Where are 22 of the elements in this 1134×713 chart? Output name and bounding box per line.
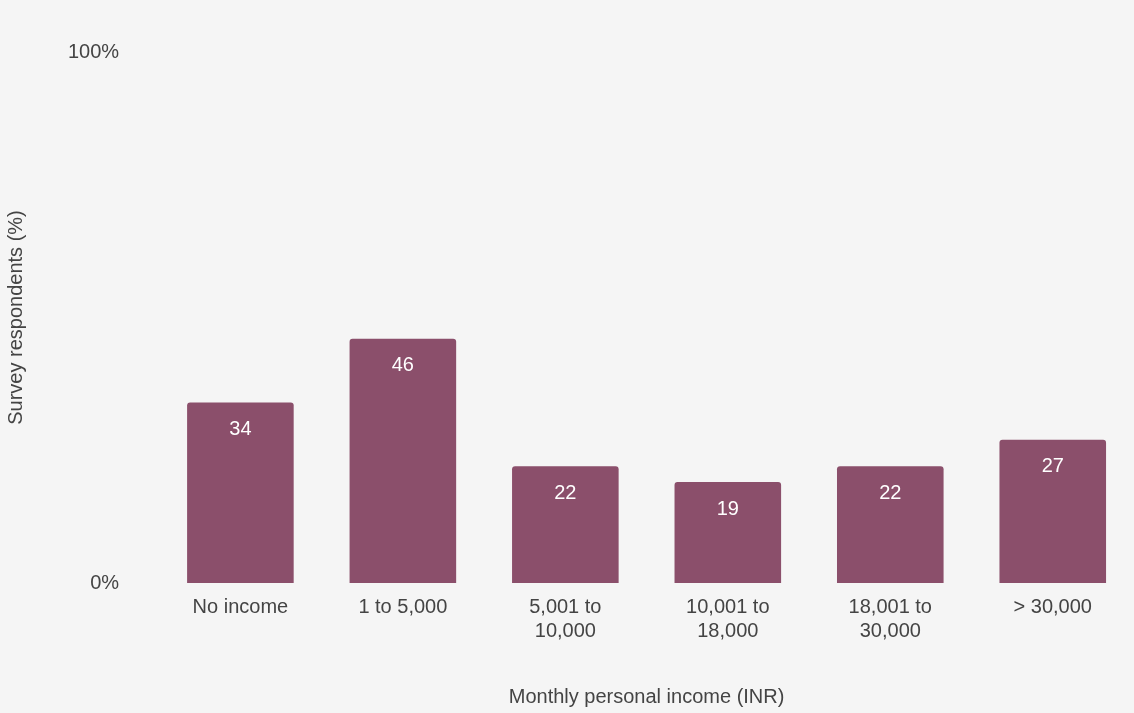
bar [837, 466, 944, 583]
y-axis-title: Survey respondents (%) [3, 210, 26, 425]
x-tick-label: > 30,000 [1013, 594, 1092, 617]
x-tick-label: 18,001 to 30,000 [848, 594, 932, 641]
x-axis-title: Monthly personal income (INR) [508, 684, 785, 707]
data-label: 22 [879, 480, 902, 503]
y-tick-label: 0% [90, 570, 120, 593]
x-tick-label: 1 to 5,000 [358, 594, 448, 617]
y-tick-label: 100% [68, 39, 120, 62]
bar [187, 402, 294, 583]
x-tick-label: No income [192, 594, 289, 617]
bar [512, 466, 619, 583]
bar [349, 338, 457, 583]
data-label: 19 [716, 496, 739, 519]
data-label: 46 [391, 353, 414, 376]
data-label: 34 [229, 416, 252, 439]
bar [999, 439, 1107, 583]
x-tick-label: 10,001 to 18,000 [686, 594, 770, 641]
x-tick-label: 5,001 to 10,000 [529, 594, 602, 641]
data-label: 27 [1041, 454, 1064, 477]
bar [674, 482, 782, 583]
data-label: 22 [554, 480, 577, 503]
